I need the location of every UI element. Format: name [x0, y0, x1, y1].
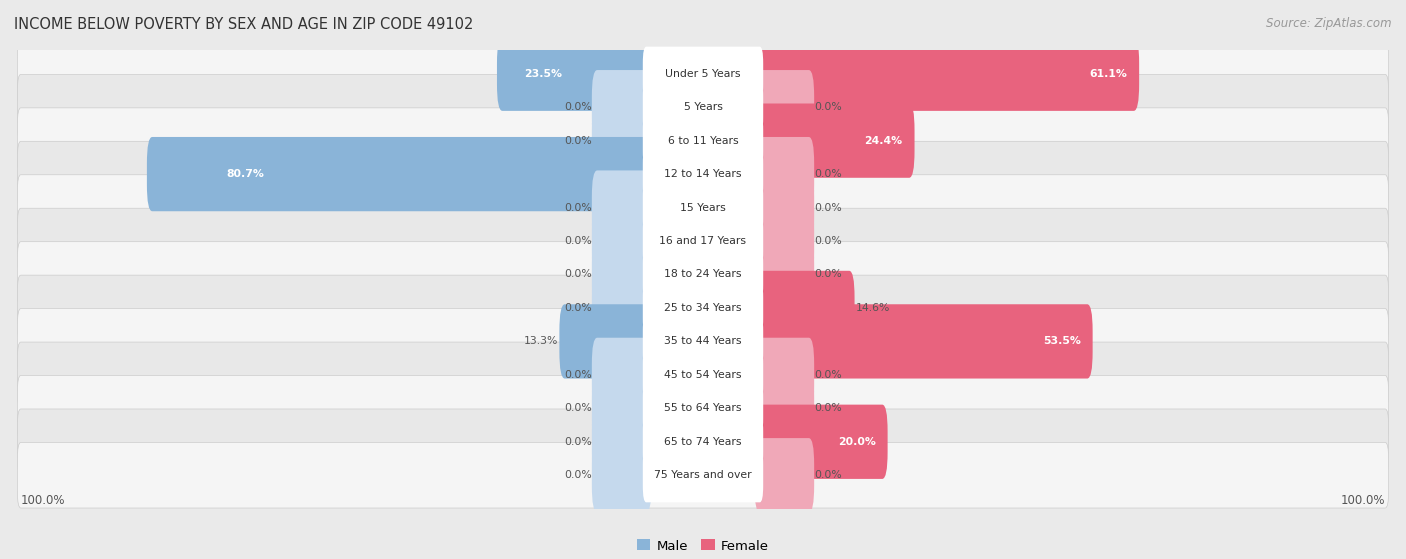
Text: 20.0%: 20.0% [838, 437, 876, 447]
Text: 0.0%: 0.0% [814, 470, 842, 480]
Text: 5 Years: 5 Years [683, 102, 723, 112]
FancyBboxPatch shape [755, 204, 814, 278]
Text: 0.0%: 0.0% [564, 202, 592, 212]
Text: 35 to 44 Years: 35 to 44 Years [664, 337, 742, 347]
FancyBboxPatch shape [755, 438, 814, 513]
FancyBboxPatch shape [755, 405, 887, 479]
FancyBboxPatch shape [17, 342, 1389, 408]
FancyBboxPatch shape [17, 376, 1389, 441]
Text: 6 to 11 Years: 6 to 11 Years [668, 136, 738, 146]
Legend: Male, Female: Male, Female [637, 539, 769, 552]
FancyBboxPatch shape [755, 238, 814, 311]
Text: 45 to 54 Years: 45 to 54 Years [664, 370, 742, 380]
Text: Under 5 Years: Under 5 Years [665, 69, 741, 79]
FancyBboxPatch shape [592, 204, 651, 278]
FancyBboxPatch shape [755, 70, 814, 144]
Text: 0.0%: 0.0% [814, 202, 842, 212]
FancyBboxPatch shape [592, 438, 651, 513]
FancyBboxPatch shape [643, 381, 763, 435]
FancyBboxPatch shape [643, 448, 763, 503]
Text: 0.0%: 0.0% [814, 403, 842, 413]
FancyBboxPatch shape [592, 271, 651, 345]
FancyBboxPatch shape [592, 371, 651, 446]
Text: 0.0%: 0.0% [564, 303, 592, 313]
Text: 80.7%: 80.7% [226, 169, 264, 179]
Text: 0.0%: 0.0% [564, 236, 592, 246]
FancyBboxPatch shape [17, 442, 1389, 508]
Text: 0.0%: 0.0% [814, 236, 842, 246]
FancyBboxPatch shape [643, 415, 763, 469]
Text: 0.0%: 0.0% [564, 370, 592, 380]
Text: 24.4%: 24.4% [865, 136, 903, 146]
FancyBboxPatch shape [17, 241, 1389, 307]
FancyBboxPatch shape [17, 41, 1389, 107]
FancyBboxPatch shape [17, 309, 1389, 374]
Text: 23.5%: 23.5% [524, 69, 562, 79]
FancyBboxPatch shape [17, 275, 1389, 341]
FancyBboxPatch shape [643, 214, 763, 268]
FancyBboxPatch shape [755, 271, 855, 345]
FancyBboxPatch shape [146, 137, 651, 211]
Text: 13.3%: 13.3% [523, 337, 558, 347]
Text: 0.0%: 0.0% [814, 102, 842, 112]
Text: 12 to 14 Years: 12 to 14 Years [664, 169, 742, 179]
FancyBboxPatch shape [643, 314, 763, 368]
FancyBboxPatch shape [592, 170, 651, 245]
FancyBboxPatch shape [592, 70, 651, 144]
FancyBboxPatch shape [643, 348, 763, 402]
FancyBboxPatch shape [643, 80, 763, 134]
FancyBboxPatch shape [755, 137, 814, 211]
FancyBboxPatch shape [592, 238, 651, 311]
FancyBboxPatch shape [592, 103, 651, 178]
Text: 53.5%: 53.5% [1043, 337, 1081, 347]
FancyBboxPatch shape [17, 209, 1389, 274]
Text: INCOME BELOW POVERTY BY SEX AND AGE IN ZIP CODE 49102: INCOME BELOW POVERTY BY SEX AND AGE IN Z… [14, 17, 474, 32]
Text: 0.0%: 0.0% [564, 136, 592, 146]
Text: 15 Years: 15 Years [681, 202, 725, 212]
FancyBboxPatch shape [755, 103, 914, 178]
Text: 16 and 17 Years: 16 and 17 Years [659, 236, 747, 246]
FancyBboxPatch shape [755, 338, 814, 412]
FancyBboxPatch shape [592, 338, 651, 412]
FancyBboxPatch shape [496, 36, 651, 111]
Text: Source: ZipAtlas.com: Source: ZipAtlas.com [1267, 17, 1392, 30]
FancyBboxPatch shape [643, 147, 763, 201]
Text: 0.0%: 0.0% [564, 269, 592, 280]
FancyBboxPatch shape [643, 113, 763, 168]
Text: 65 to 74 Years: 65 to 74 Years [664, 437, 742, 447]
FancyBboxPatch shape [643, 281, 763, 335]
FancyBboxPatch shape [755, 170, 814, 245]
Text: 100.0%: 100.0% [21, 494, 65, 507]
Text: 25 to 34 Years: 25 to 34 Years [664, 303, 742, 313]
Text: 0.0%: 0.0% [564, 102, 592, 112]
FancyBboxPatch shape [17, 108, 1389, 173]
Text: 0.0%: 0.0% [814, 269, 842, 280]
Text: 75 Years and over: 75 Years and over [654, 470, 752, 480]
Text: 61.1%: 61.1% [1090, 69, 1128, 79]
FancyBboxPatch shape [755, 304, 1092, 378]
FancyBboxPatch shape [17, 74, 1389, 140]
Text: 0.0%: 0.0% [814, 370, 842, 380]
FancyBboxPatch shape [643, 181, 763, 235]
Text: 55 to 64 Years: 55 to 64 Years [664, 403, 742, 413]
FancyBboxPatch shape [17, 141, 1389, 207]
Text: 0.0%: 0.0% [564, 437, 592, 447]
FancyBboxPatch shape [17, 175, 1389, 240]
Text: 0.0%: 0.0% [814, 169, 842, 179]
Text: 18 to 24 Years: 18 to 24 Years [664, 269, 742, 280]
FancyBboxPatch shape [643, 46, 763, 101]
Text: 100.0%: 100.0% [1341, 494, 1385, 507]
Text: 14.6%: 14.6% [856, 303, 890, 313]
FancyBboxPatch shape [17, 409, 1389, 475]
FancyBboxPatch shape [755, 36, 1139, 111]
Text: 0.0%: 0.0% [564, 403, 592, 413]
FancyBboxPatch shape [755, 371, 814, 446]
Text: 0.0%: 0.0% [564, 470, 592, 480]
FancyBboxPatch shape [560, 304, 651, 378]
FancyBboxPatch shape [643, 248, 763, 302]
FancyBboxPatch shape [592, 405, 651, 479]
